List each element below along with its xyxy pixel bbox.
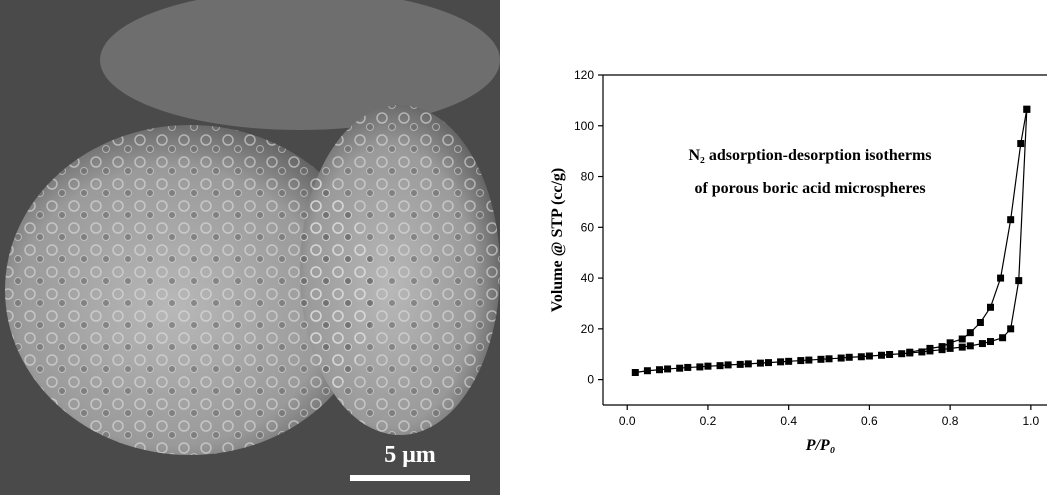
x-tick-label: 0.0 [619,414,636,428]
data-point [838,355,845,362]
data-point [1007,325,1014,332]
annotation: N₂ adsorption-desorption isotherms [688,147,931,164]
data-point [987,338,994,345]
data-point [757,360,764,367]
x-tick-label: 0.4 [780,414,797,428]
data-point [1015,277,1022,284]
figure: 5 μm 0 20 40 60 80 100 120 0.0 0.2 0.4 0.6 0.8 1.0 P/… [0,0,1048,495]
x-tick-label: 0.2 [700,414,717,428]
data-point [967,329,974,336]
x-tick-label: 0.8 [942,414,959,428]
data-point [866,353,873,360]
data-point [1017,140,1024,147]
data-point [656,366,663,373]
data-point [797,357,804,364]
data-point [745,360,752,367]
data-point [926,345,933,352]
y-tick-label: 0 [587,373,594,387]
data-point [959,336,966,343]
y-axis-label: Volume @ STP (cc/g) [549,168,566,313]
data-point [805,357,812,364]
annotation: of porous boric acid microspheres [694,180,925,197]
data-point [1007,216,1014,223]
data-point [947,339,954,346]
x-axis-label: P/P₀ [805,437,836,454]
chart: 0 20 40 60 80 100 120 0.0 0.2 0.4 0.6 0.8 1.0 P/P₀ Vol… [549,68,1047,454]
y-tick-label: 80 [581,170,595,184]
data-point [632,369,639,376]
data-point [997,275,1004,282]
data-point [967,342,974,349]
data-point [826,355,833,362]
data-point [979,340,986,347]
y-tick-label: 40 [581,271,595,285]
data-point [684,364,691,371]
data-point [696,363,703,370]
data-point [664,365,671,372]
y-tick-label: 20 [581,322,595,336]
data-point [977,319,984,326]
data-point [777,358,784,365]
data-point [1023,106,1030,113]
data-point [785,358,792,365]
data-point [817,356,824,363]
data-point [725,361,732,368]
y-tick-label: 60 [581,220,595,234]
sem-image: 5 μm [0,0,500,495]
data-point [906,349,913,356]
data-point [878,352,885,359]
data-point [737,361,744,368]
data-point [999,334,1006,341]
series-line [910,109,1027,352]
data-point [987,304,994,311]
y-tick-label: 120 [574,68,594,82]
data-point [676,365,683,372]
data-point [644,367,651,374]
data-point [765,359,772,366]
data-point [939,343,946,350]
data-point [858,353,865,360]
y-tick-label: 100 [574,119,594,133]
scale-bar-label: 5 μm [384,442,436,468]
data-point [704,363,711,370]
data-point [959,344,966,351]
data-point [846,354,853,361]
data-point [898,350,905,357]
x-tick-label: 0.6 [861,414,878,428]
data-point [886,351,893,358]
x-tick-label: 1.0 [1023,414,1040,428]
data-point [717,362,724,369]
